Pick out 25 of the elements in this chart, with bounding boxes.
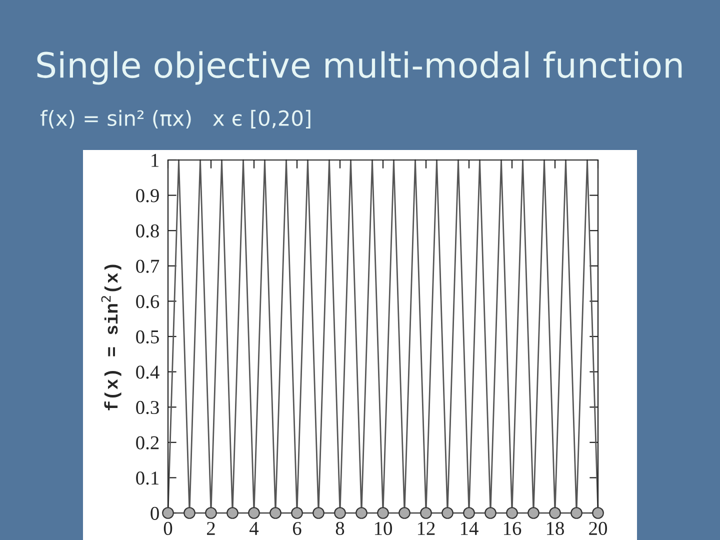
y-tick-label: 1 <box>152 154 158 167</box>
y-tick-label: 0.7 <box>136 260 160 273</box>
y-tick-label: 0.6 <box>136 295 160 308</box>
x-tick-label: 16 <box>504 522 522 536</box>
x-tick-label: 2 <box>206 522 215 535</box>
y-tick-label: 0.1 <box>136 472 158 485</box>
y-tick-label: 0.5 <box>136 330 159 344</box>
chart-title: Single objective multi-modal function <box>37 51 682 85</box>
x-tick-label: 18 <box>546 522 564 536</box>
y-axis-title: f(x) = sin$^{2}$(x) <box>101 264 122 410</box>
y-tick-label: 0.3 <box>136 400 159 414</box>
x-tick-label: 4 <box>250 522 259 535</box>
x-tick-label: 10 <box>374 522 392 536</box>
y-tick-label: 0.8 <box>136 224 159 238</box>
x-tick-label: 14 <box>460 522 478 535</box>
y-tick-label: 0.2 <box>136 436 159 450</box>
x-tick-label: 8 <box>336 522 344 536</box>
chart-subtitle: f(x) = sin² (πx) x є [0,20] <box>40 110 310 128</box>
y-tick-label: 0 <box>150 506 159 520</box>
x-tick-label: 20 <box>589 522 607 536</box>
y-tick-label: 0.4 <box>136 366 160 379</box>
x-tick-label: 0 <box>164 522 172 536</box>
x-tick-label: 12 <box>418 522 435 535</box>
y-tick-label: 0.9 <box>136 189 159 202</box>
x-tick-label: 6 <box>292 522 302 536</box>
